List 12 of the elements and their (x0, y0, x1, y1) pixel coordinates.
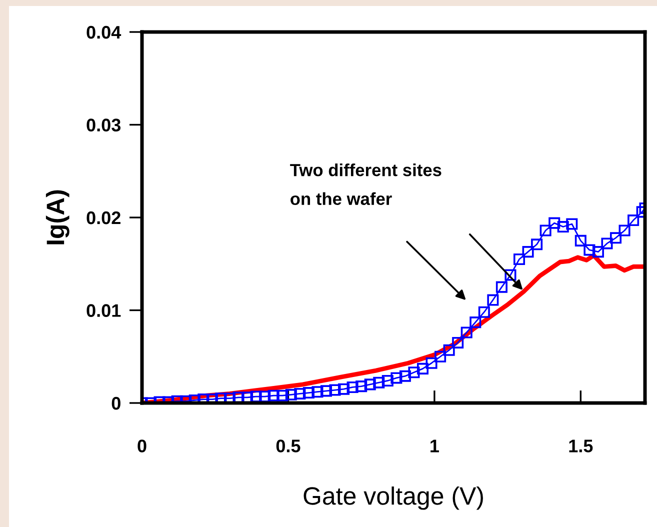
y-tick-label: 0.01 (86, 304, 121, 317)
x-axis-title: Gate voltage (V) (304, 486, 483, 510)
y-tick-label: 0.03 (86, 118, 121, 132)
x-tick-label: 1 (430, 440, 439, 452)
annotation: Two different sites on the wafer (290, 163, 442, 206)
y-axis-title: Ig(A) (46, 190, 70, 244)
x-tick-label: 1.5 (569, 440, 593, 452)
y-tick-label: 0.02 (86, 211, 120, 224)
y-tick-label: 0 (112, 396, 120, 410)
y-tick-label: 0.04 (86, 26, 122, 39)
x-tick-label: 0 (138, 440, 146, 452)
x-tick-label: 0.5 (276, 440, 300, 452)
